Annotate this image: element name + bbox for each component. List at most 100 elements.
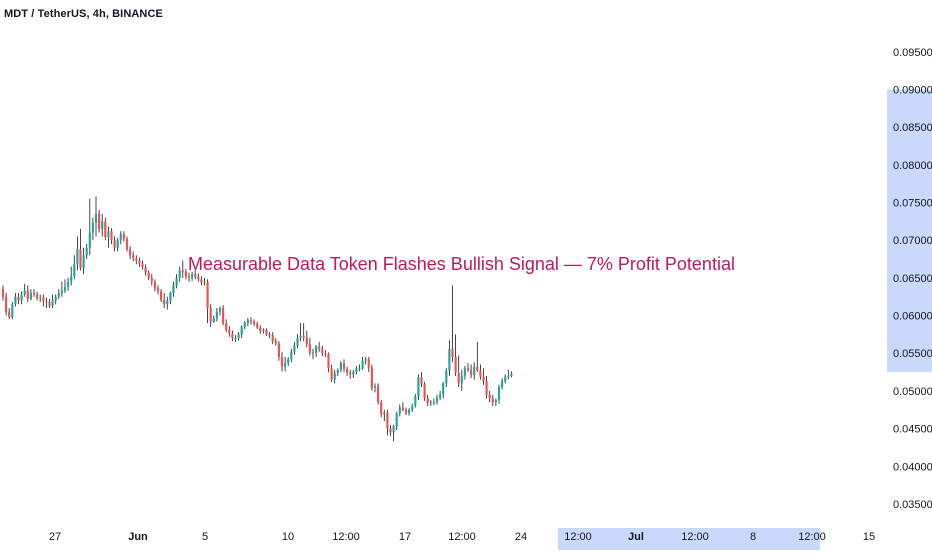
y-axis-highlight	[887, 89, 932, 373]
candle-down	[98, 213, 101, 229]
candle-down	[122, 234, 125, 239]
candle-down	[144, 267, 147, 273]
candle-down	[274, 341, 277, 344]
x-axis-highlight	[558, 528, 820, 550]
candle-down	[280, 357, 284, 367]
candle-down	[302, 335, 305, 338]
candle-down	[5, 296, 8, 312]
price-axis[interactable]: 0.09500 0.09000 0.08500 0.08000 0.07500 0.070…	[893, 47, 932, 511]
candle-up	[361, 360, 364, 369]
candle-down	[113, 240, 116, 248]
candle-up	[85, 247, 88, 256]
candle-up	[191, 274, 194, 278]
candle-up	[175, 277, 178, 286]
candle-up	[169, 292, 172, 301]
x-tick-label: 12:00	[448, 531, 476, 543]
candle-up	[284, 363, 287, 367]
candle-down	[318, 346, 321, 349]
y-tick-label: 0.08500	[893, 122, 932, 134]
candle-up	[116, 240, 119, 248]
candle-down	[271, 335, 274, 342]
candle-down	[249, 320, 253, 322]
x-tick-label: 12:00	[798, 531, 826, 543]
candle-up	[240, 326, 243, 335]
candle-up	[54, 296, 57, 301]
candle-up	[287, 359, 290, 364]
x-tick-label: 12:00	[332, 531, 360, 543]
candle-down	[110, 231, 113, 241]
candle-up	[497, 387, 501, 400]
candle-down	[206, 281, 209, 309]
candle-up	[315, 346, 318, 354]
candle-up	[293, 345, 296, 352]
candle-up	[504, 376, 507, 382]
candle-down	[228, 329, 231, 334]
candle-down	[194, 274, 197, 277]
candle-up	[218, 308, 222, 312]
candle-up	[473, 366, 476, 376]
candle-down	[470, 369, 473, 376]
candle-up	[358, 368, 361, 370]
candle-up	[501, 381, 504, 388]
candle-down	[476, 366, 479, 371]
candle-up	[14, 296, 17, 305]
candle-up	[432, 402, 435, 404]
candle-up	[215, 311, 218, 319]
candle-down	[330, 368, 333, 380]
candle-down	[153, 281, 156, 289]
candle-up	[445, 370, 448, 384]
candle-down	[311, 352, 315, 354]
candle-up	[51, 300, 54, 306]
candle-up	[414, 396, 417, 406]
candle-down	[187, 276, 191, 278]
candle-down	[305, 337, 308, 345]
candle-up	[39, 297, 42, 299]
candle-down	[256, 323, 259, 328]
candle-up	[448, 348, 451, 371]
candle-down	[209, 308, 212, 322]
candle-down	[324, 353, 327, 355]
candle-down	[163, 299, 166, 305]
candle-up	[411, 405, 414, 410]
y-tick-label: 0.04000	[893, 461, 932, 473]
candle-up	[373, 386, 377, 388]
candle-down	[141, 263, 144, 268]
candle-down	[181, 270, 184, 272]
candle-down	[426, 398, 429, 403]
candles-group	[1, 196, 513, 442]
candle-up	[60, 290, 63, 293]
candle-down	[491, 398, 494, 403]
y-tick-label: 0.08000	[893, 160, 932, 172]
candle-down	[420, 377, 423, 385]
candle-down	[253, 321, 256, 324]
candle-down	[346, 369, 349, 373]
y-tick-label: 0.05000	[893, 386, 932, 398]
candle-down	[222, 308, 225, 324]
candle-down	[401, 407, 404, 410]
candle-up	[11, 304, 14, 318]
candle-up	[119, 234, 122, 241]
candle-up	[20, 294, 23, 301]
candle-up	[212, 318, 215, 322]
time-axis[interactable]: 27 Jun 5 10 12:00 17 12:00 24 12:00 Jul 12:00 8 12:0…	[49, 531, 875, 543]
candle-up	[442, 383, 445, 395]
candle-down	[132, 255, 135, 259]
candle-down	[36, 294, 39, 299]
candle-down	[308, 344, 311, 353]
y-tick-label: 0.07000	[893, 235, 932, 247]
candle-up	[63, 286, 67, 291]
candle-down	[1, 289, 5, 297]
candle-up	[435, 397, 439, 403]
candle-down	[26, 290, 29, 299]
symbol-title[interactable]: MDT / TetherUS, 4h, BINANCE	[4, 8, 163, 20]
candle-up	[82, 255, 85, 269]
candle-up	[262, 329, 265, 332]
x-tick-label: 5	[202, 531, 208, 543]
candle-down	[125, 238, 129, 250]
candle-up	[29, 292, 32, 299]
candle-up	[296, 338, 299, 346]
x-tick-label: 15	[863, 531, 875, 543]
candle-down	[104, 221, 107, 238]
